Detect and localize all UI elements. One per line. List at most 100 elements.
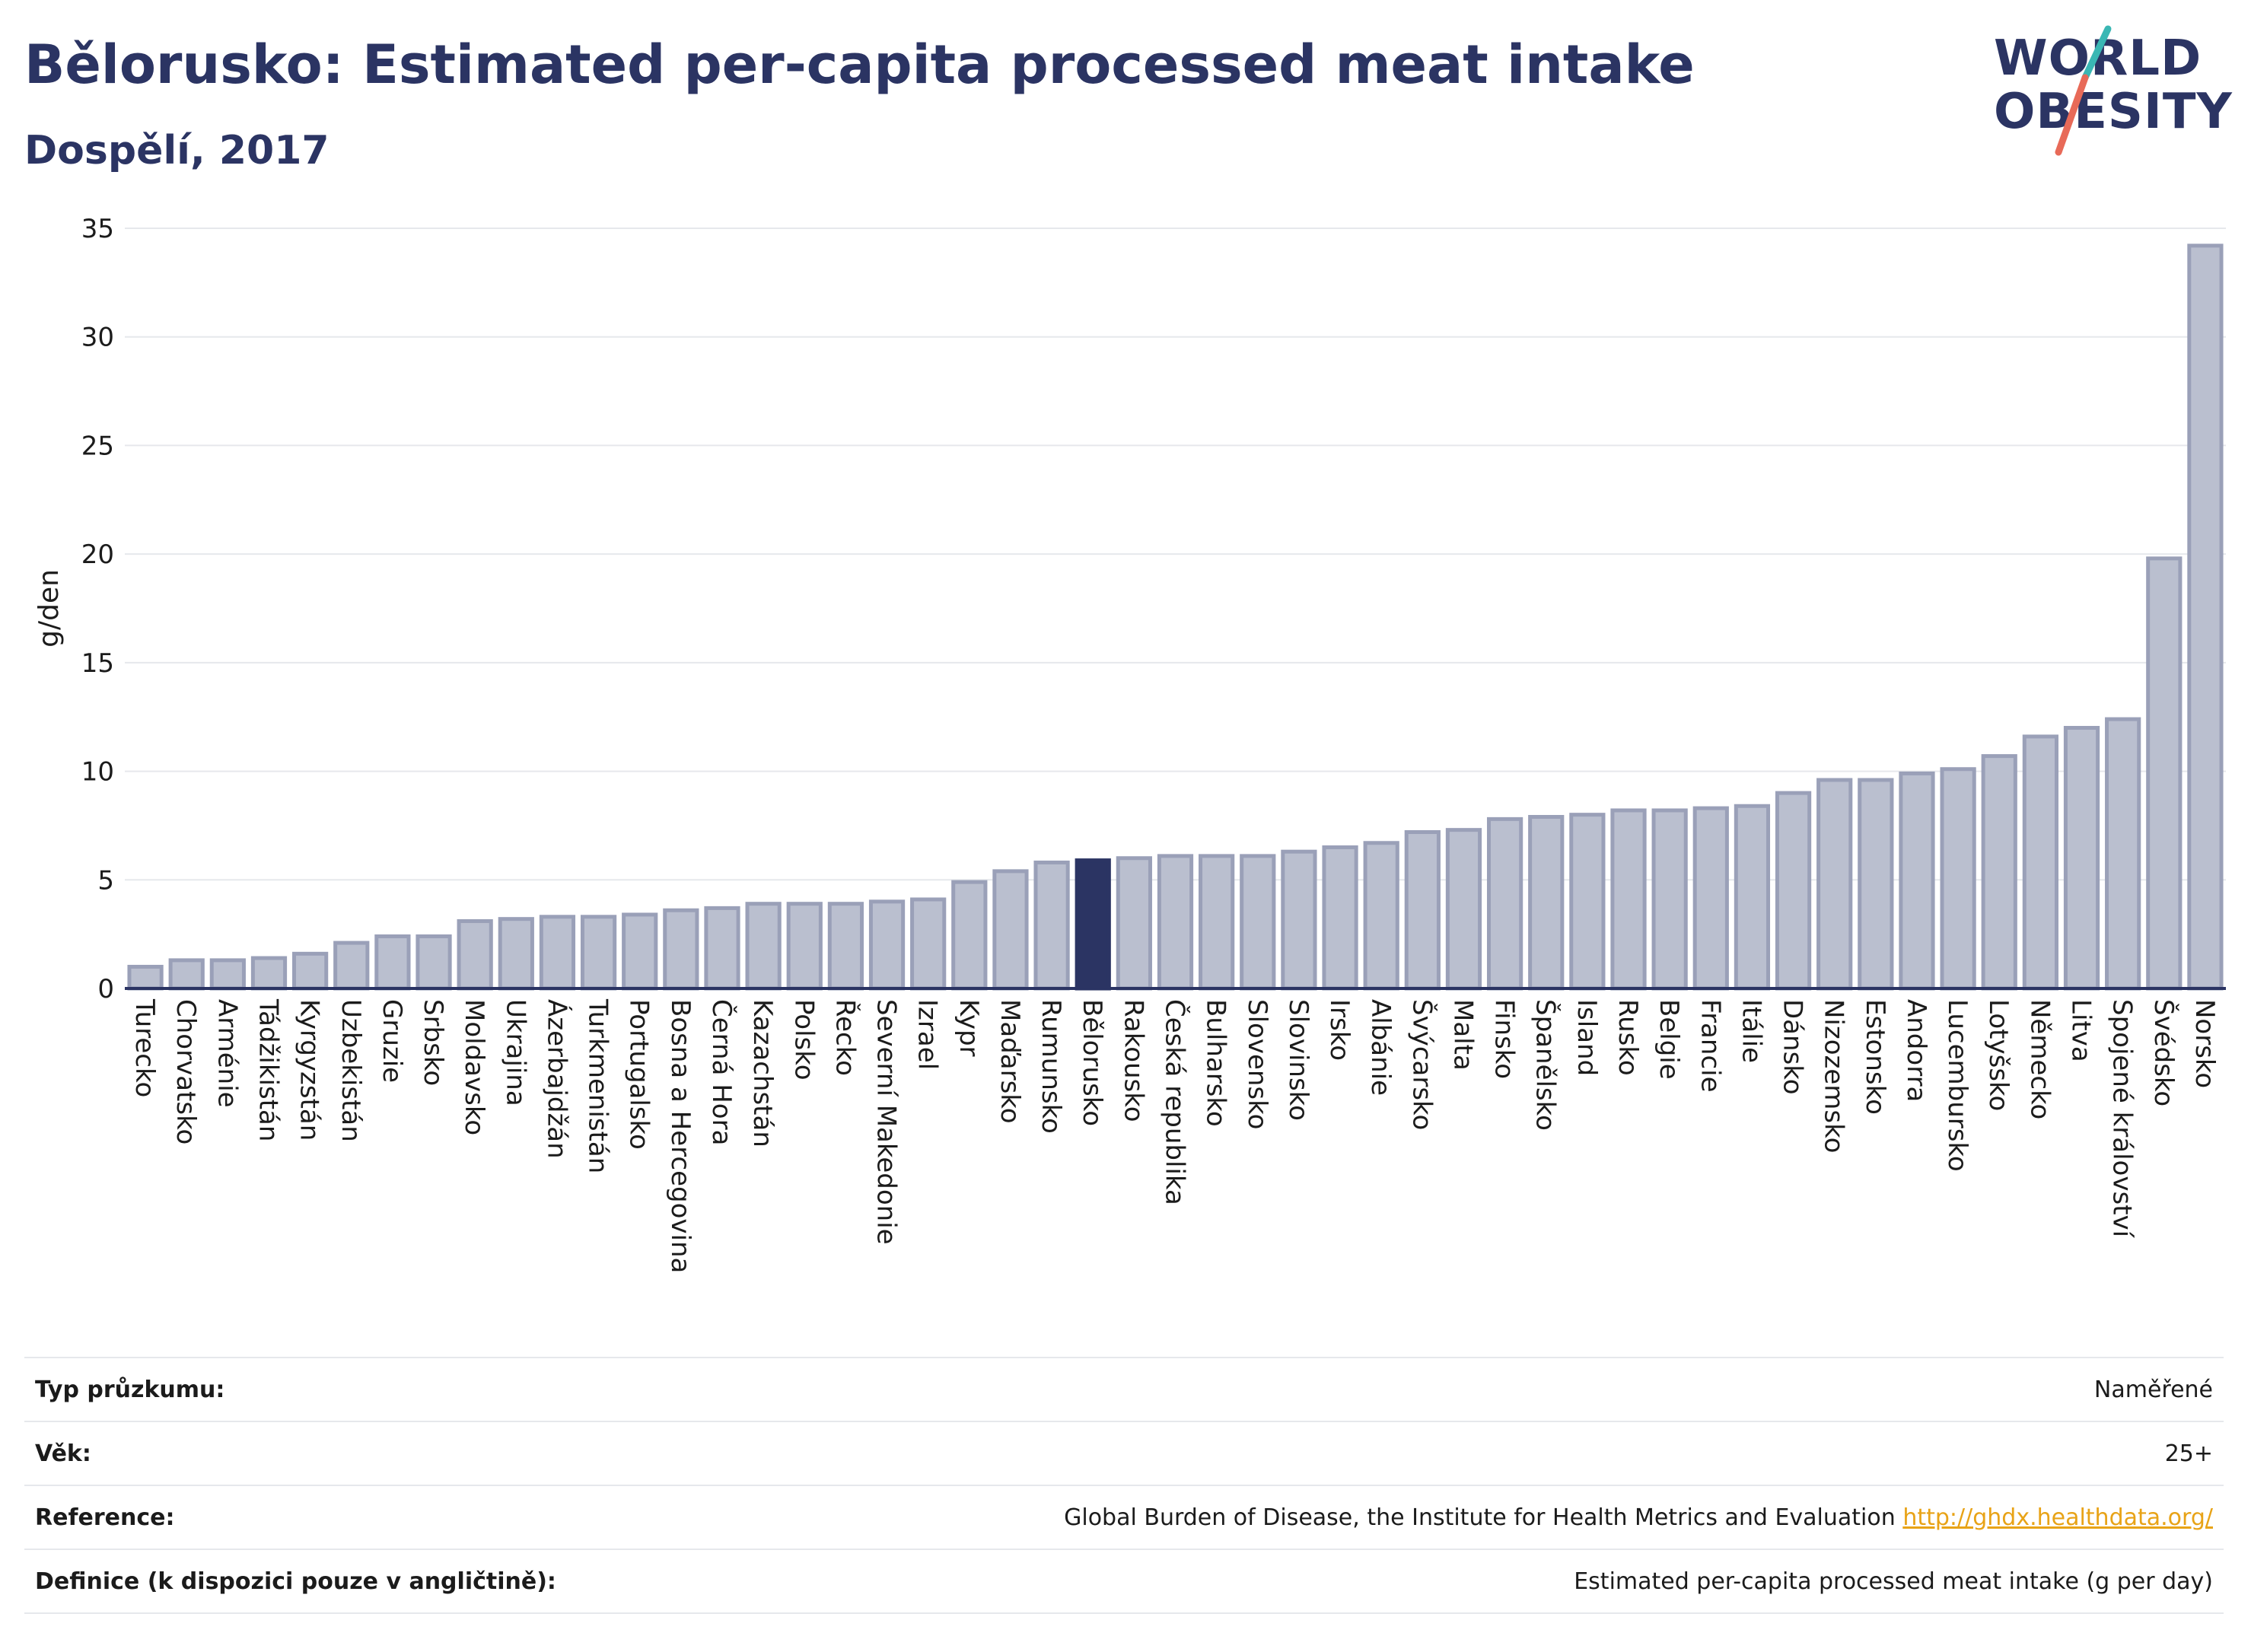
bar [539, 915, 576, 991]
x-tick-label: Belgie [1654, 999, 1684, 1080]
bar [415, 934, 452, 991]
bar [1610, 808, 1647, 991]
bar [827, 902, 864, 991]
bar [1322, 845, 1358, 991]
info-row-definition: Definice (k dispozici pouze v angličtině… [24, 1549, 2224, 1614]
bar [1281, 849, 1317, 991]
x-tick-label: Uzbekistán [336, 999, 366, 1142]
x-tick-label: Německo [2024, 999, 2055, 1119]
bar [127, 964, 164, 991]
logo-word-obesity: OBESITY [1994, 84, 2233, 140]
x-tick-label: Srbsko [418, 999, 448, 1086]
bar [209, 958, 246, 991]
bar [786, 902, 823, 991]
bar [580, 915, 617, 991]
x-tick-label: Španělsko [1530, 999, 1562, 1131]
x-tick-label: Moldavsko [459, 999, 489, 1135]
info-row-survey-type: Typ průzkumu: Naměřené [24, 1357, 2224, 1421]
bar [1651, 808, 1688, 991]
y-tick-label: 30 [81, 323, 114, 353]
bar [992, 869, 1029, 991]
bar [333, 941, 370, 991]
bar [1816, 778, 1853, 991]
bar [498, 917, 534, 991]
x-tick-label: Litva [2066, 999, 2097, 1062]
bar [1486, 816, 1523, 991]
bar [1981, 754, 2017, 991]
bar [1404, 829, 1441, 991]
info-table: Typ průzkumu: Naměřené Věk: 25+ Referenc… [24, 1357, 2224, 1614]
reference-text: Global Burden of Disease, the Institute … [1064, 1504, 1896, 1531]
x-tick-label: Arménie [212, 999, 242, 1108]
bar [704, 906, 740, 991]
bar [622, 912, 658, 991]
bar [1528, 815, 1565, 991]
x-tick-label: Finsko [1489, 999, 1520, 1079]
x-tick-label: Portugalsko [624, 999, 654, 1150]
bar [1240, 854, 1276, 991]
bar [374, 934, 411, 991]
chart-title: Bělorusko: Estimated per-capita processe… [24, 33, 1695, 96]
y-tick-label: 10 [81, 757, 114, 788]
bar [168, 958, 205, 991]
bar [1734, 804, 1771, 991]
reference-label: Reference: [35, 1504, 175, 1531]
bar [910, 897, 947, 991]
bar [951, 880, 988, 991]
reference-value: Global Burden of Disease, the Institute … [1064, 1504, 2224, 1531]
x-tick-label: Itálie [1736, 999, 1766, 1063]
x-tick-label: Turecko [129, 998, 160, 1097]
world-obesity-logo[interactable]: WORLD OBESITY [1979, 23, 2237, 160]
x-tick-label: Andorra [1901, 999, 1931, 1102]
bar [2105, 717, 2141, 991]
y-tick-label: 0 [97, 974, 114, 1004]
info-row-age: Věk: 25+ [24, 1421, 2224, 1485]
bar [1858, 778, 1894, 991]
bar [250, 956, 288, 991]
reference-link[interactable]: http://ghdx.healthdata.org/ [1902, 1504, 2213, 1531]
x-tick-label: Česká republika [1160, 999, 1191, 1205]
x-tick-label: Rusko [1613, 999, 1643, 1076]
x-tick-label: Bulharsko [1201, 999, 1231, 1127]
age-label: Věk: [35, 1440, 91, 1467]
bar-chart: 0 5 10 15 20 25 30 35 g/den Turecko Chorvatsko Armé… [33, 214, 2226, 1273]
x-tick-label: Švýcarsko [1406, 999, 1438, 1130]
bar [1940, 767, 1976, 991]
x-tick-label: Bělorusko [1077, 999, 1107, 1126]
bar [1116, 856, 1152, 991]
bar [1899, 771, 1935, 991]
bar [1775, 791, 1812, 991]
bar [745, 902, 782, 991]
bar [868, 899, 906, 991]
bar [2063, 725, 2100, 991]
bar [1199, 854, 1235, 991]
y-tick-label: 25 [81, 431, 114, 461]
x-tick-label: Malta [1447, 999, 1478, 1071]
bar [2022, 734, 2058, 991]
survey-type-label: Typ průzkumu: [35, 1376, 225, 1403]
bar [2146, 556, 2183, 991]
info-row-reference: Reference: Global Burden of Disease, the… [24, 1485, 2224, 1549]
x-tick-label: Švédsko [2148, 999, 2179, 1106]
definition-label: Definice (k dispozici pouze v angličtině… [35, 1568, 556, 1595]
bar [1363, 841, 1399, 991]
bar [1445, 828, 1482, 991]
x-tick-label: Spojené království [2107, 999, 2138, 1239]
bar [2187, 244, 2224, 991]
x-tick-label: Slovinsko [1283, 999, 1313, 1121]
bar-highlight [1075, 858, 1111, 991]
x-tick-label: Černá Hora [706, 999, 737, 1145]
bar [663, 908, 699, 991]
x-tick-label: Kazachstán [747, 999, 778, 1147]
x-tick-label: Nizozemsko [1819, 999, 1849, 1153]
x-tick-label: Chorvatsko [170, 999, 201, 1144]
x-tick-label: Izrael [912, 999, 943, 1070]
x-tick-label: Estonsko [1860, 999, 1890, 1115]
x-tick-label: Bosna a Hercegovina [665, 999, 696, 1273]
x-tick-label: Ukrajina [500, 999, 530, 1106]
x-tick-label: Řecko [829, 999, 861, 1076]
chart-subtitle: Dospělí, 2017 [24, 128, 330, 173]
y-tick-label: 5 [97, 865, 114, 896]
x-tick-label: Francie [1695, 999, 1725, 1093]
x-tick-label: Rakousko [1118, 999, 1148, 1122]
